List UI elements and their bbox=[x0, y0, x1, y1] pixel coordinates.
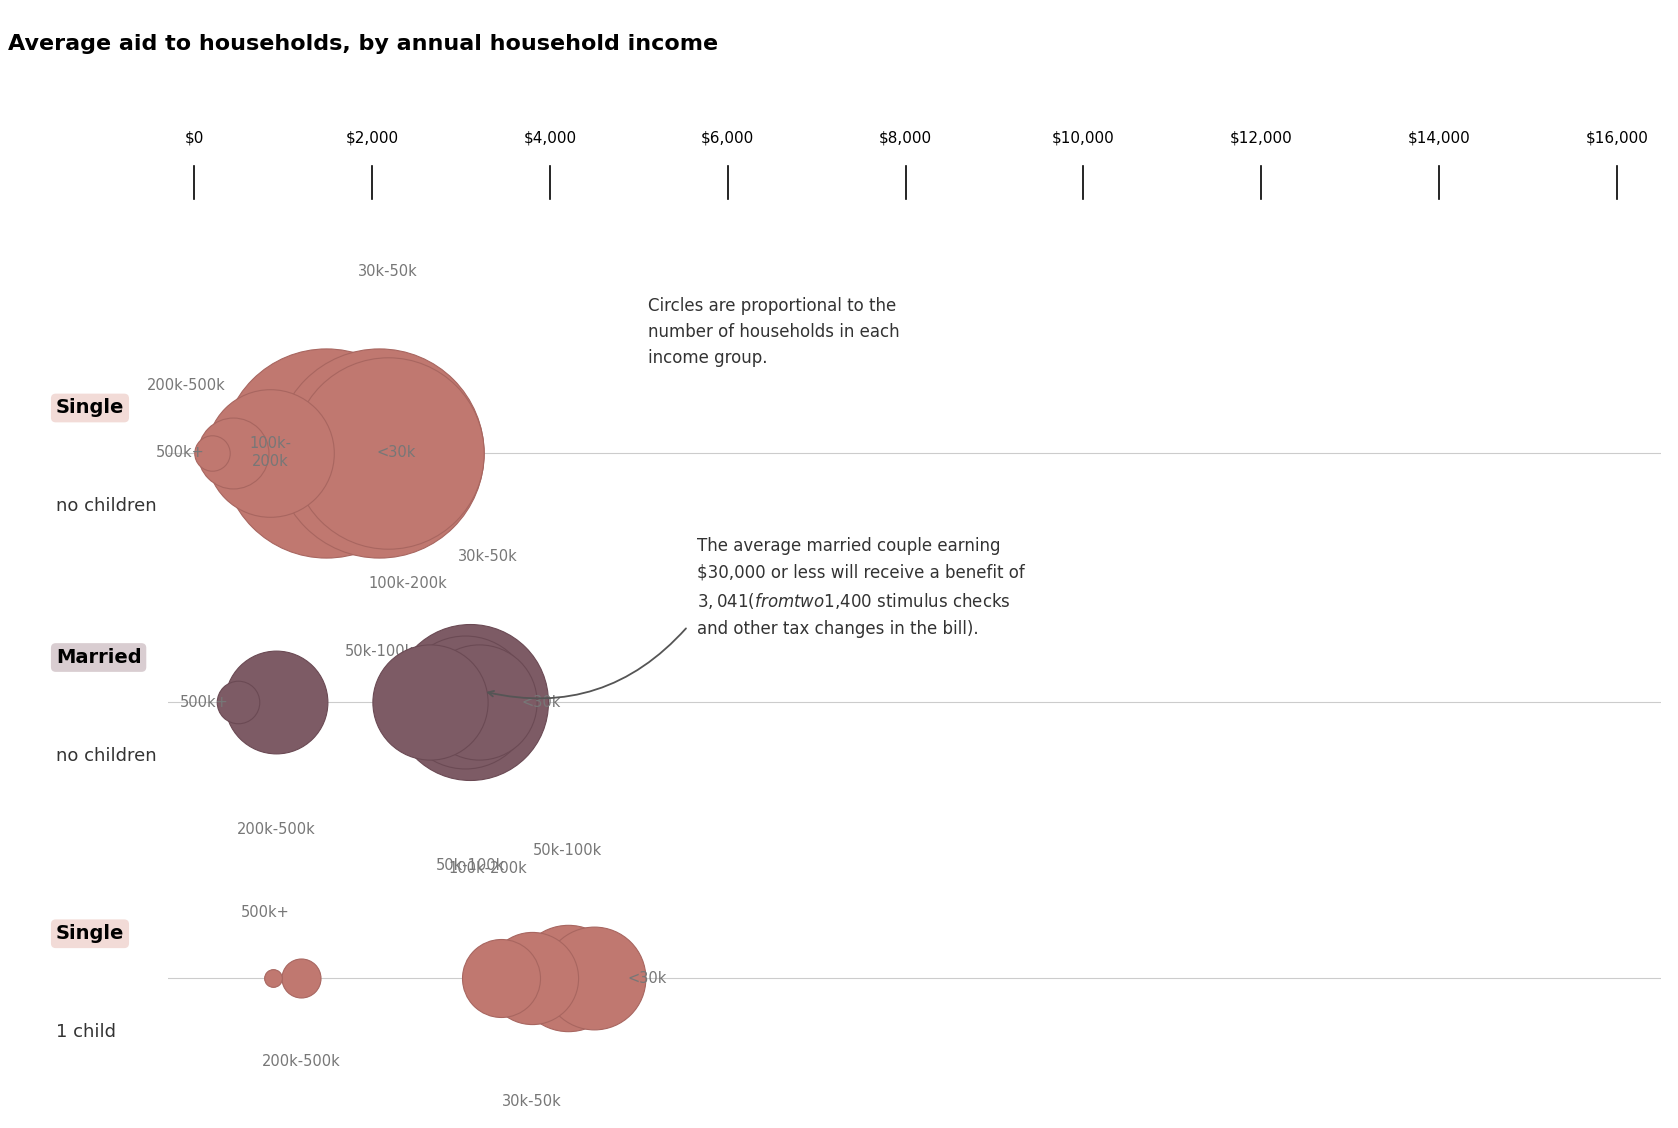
Point bbox=[220, 443, 247, 461]
Text: $8,000: $8,000 bbox=[879, 130, 933, 146]
Text: no children: no children bbox=[55, 747, 156, 765]
Text: 30k-50k: 30k-50k bbox=[359, 264, 418, 279]
Text: $0: $0 bbox=[185, 130, 205, 146]
Text: The average married couple earning
$30,000 or less will receive a benefit of
$3,: The average married couple earning $30,0… bbox=[696, 537, 1025, 637]
Point bbox=[225, 693, 252, 711]
Text: $12,000: $12,000 bbox=[1230, 130, 1292, 146]
Text: $10,000: $10,000 bbox=[1052, 130, 1114, 146]
Text: Circles are proportional to the
number of households in each
income group.: Circles are proportional to the number o… bbox=[648, 297, 899, 368]
Text: 50k-100k: 50k-100k bbox=[435, 858, 505, 873]
Point bbox=[312, 443, 339, 461]
Point bbox=[374, 443, 401, 461]
Text: 30k-50k: 30k-50k bbox=[458, 549, 519, 564]
Text: 500k+: 500k+ bbox=[156, 446, 205, 460]
Text: $2,000: $2,000 bbox=[346, 130, 399, 146]
Point bbox=[416, 693, 443, 711]
Text: 200k-500k: 200k-500k bbox=[148, 378, 225, 394]
Point bbox=[581, 969, 607, 987]
Text: 500k+: 500k+ bbox=[242, 906, 290, 920]
Text: 50k-100k: 50k-100k bbox=[344, 644, 414, 659]
Text: 200k-500k: 200k-500k bbox=[237, 822, 315, 837]
Point bbox=[465, 693, 492, 711]
Text: 500k+: 500k+ bbox=[180, 695, 228, 710]
Point bbox=[198, 443, 225, 461]
Text: <30k: <30k bbox=[628, 971, 666, 986]
Text: $6,000: $6,000 bbox=[701, 130, 755, 146]
Text: $4,000: $4,000 bbox=[524, 130, 577, 146]
Point bbox=[260, 969, 287, 987]
Point bbox=[456, 693, 483, 711]
Point bbox=[263, 693, 290, 711]
Text: 30k-50k: 30k-50k bbox=[502, 1094, 562, 1109]
Point bbox=[287, 969, 314, 987]
Text: Single: Single bbox=[55, 924, 124, 943]
Text: 1 child: 1 child bbox=[55, 1023, 116, 1041]
Point bbox=[519, 969, 545, 987]
Text: $16,000: $16,000 bbox=[1586, 130, 1648, 146]
Text: Average aid to households, by annual household income: Average aid to households, by annual hou… bbox=[8, 34, 718, 54]
Text: 100k-200k: 100k-200k bbox=[369, 575, 448, 591]
Point bbox=[366, 443, 393, 461]
Text: Married: Married bbox=[55, 647, 141, 667]
Text: 100k-200k: 100k-200k bbox=[448, 861, 527, 875]
Text: 200k-500k: 200k-500k bbox=[262, 1054, 341, 1069]
Point bbox=[451, 693, 478, 711]
Text: Single: Single bbox=[55, 398, 124, 417]
Text: $14,000: $14,000 bbox=[1408, 130, 1470, 146]
Point bbox=[488, 969, 515, 987]
Point bbox=[257, 443, 284, 461]
Text: <30k: <30k bbox=[376, 446, 416, 460]
Text: 50k-100k: 50k-100k bbox=[534, 843, 602, 858]
Point bbox=[554, 969, 581, 987]
Text: no children: no children bbox=[55, 497, 156, 515]
Text: 100k-
200k: 100k- 200k bbox=[248, 437, 290, 469]
Text: <30k: <30k bbox=[522, 695, 560, 710]
